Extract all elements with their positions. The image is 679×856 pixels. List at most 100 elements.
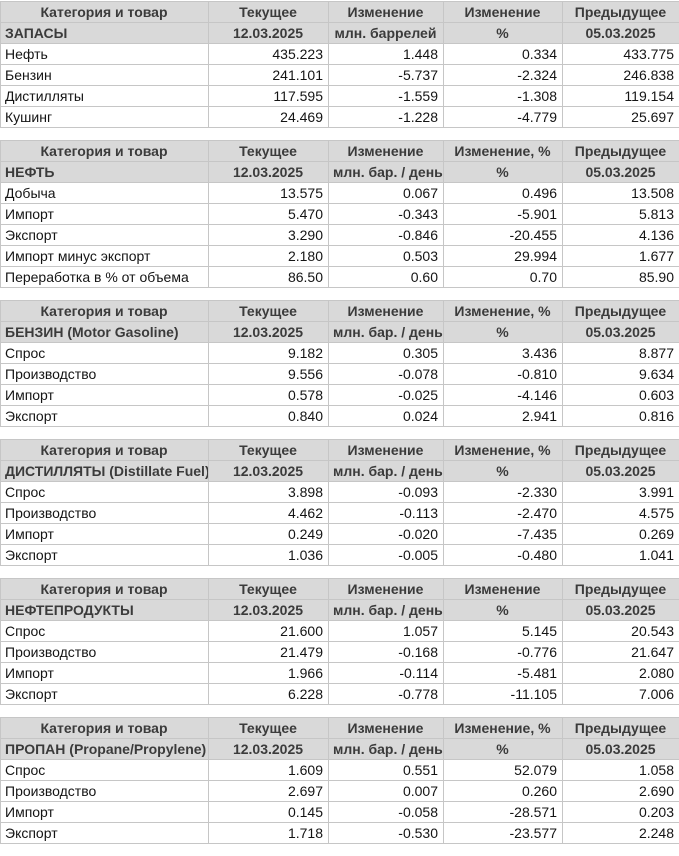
change-units-header: млн. баррелей [329, 23, 444, 44]
change-value: -0.530 [329, 823, 444, 844]
change-pct-value: -4.146 [444, 385, 563, 406]
previous-value: 21.647 [563, 642, 679, 663]
percent-symbol-header: % [444, 23, 563, 44]
previous-value: 7.006 [563, 684, 679, 705]
previous-value: 2.690 [563, 781, 679, 802]
change-value: -0.005 [329, 545, 444, 566]
change-value: -0.114 [329, 663, 444, 684]
change-pct-value: 0.334 [444, 44, 563, 65]
change-units-header: млн. бар. / день [329, 739, 444, 760]
col-header-category: Категория и товар [1, 301, 209, 322]
change-pct-value: -2.470 [444, 503, 563, 524]
previous-value: 8.877 [563, 343, 679, 364]
change-units-header: млн. бар. / день [329, 162, 444, 183]
col-header-change: Изменение [329, 141, 444, 162]
current-value: 9.182 [209, 343, 329, 364]
current-value: 24.469 [209, 107, 329, 128]
col-header-change-pct: Изменение [444, 2, 563, 23]
previous-value: 13.508 [563, 183, 679, 204]
current-value: 3.290 [209, 225, 329, 246]
col-header-category: Категория и товар [1, 141, 209, 162]
previous-value: 1.677 [563, 246, 679, 267]
previous-value: 85.90 [563, 267, 679, 288]
previous-value: 3.991 [563, 482, 679, 503]
row-label: Производство [1, 781, 209, 802]
change-value: 0.305 [329, 343, 444, 364]
change-value: -0.058 [329, 802, 444, 823]
change-value: 0.024 [329, 406, 444, 427]
row-label: Импорт [1, 385, 209, 406]
change-value: -0.078 [329, 364, 444, 385]
col-header-change: Изменение [329, 579, 444, 600]
change-value: -0.846 [329, 225, 444, 246]
current-date-header: 12.03.2025 [209, 600, 329, 621]
current-value: 2.180 [209, 246, 329, 267]
percent-symbol-header: % [444, 162, 563, 183]
col-header-previous: Предыдущее [563, 2, 679, 23]
row-label: Импорт [1, 663, 209, 684]
current-value: 13.575 [209, 183, 329, 204]
previous-value: 0.203 [563, 802, 679, 823]
change-value: 0.551 [329, 760, 444, 781]
table-title: НЕФТЕПРОДУКТЫ [1, 600, 209, 621]
change-pct-value: -1.308 [444, 86, 563, 107]
row-label: Производство [1, 503, 209, 524]
col-header-change: Изменение [329, 2, 444, 23]
change-pct-value: 52.079 [444, 760, 563, 781]
change-pct-value: -4.779 [444, 107, 563, 128]
col-header-change-pct: Изменение [444, 579, 563, 600]
col-header-current: Текущее [209, 141, 329, 162]
change-value: -0.778 [329, 684, 444, 705]
col-header-previous: Предыдущее [563, 141, 679, 162]
col-header-current: Текущее [209, 440, 329, 461]
col-header-change-pct: Изменение, % [444, 141, 563, 162]
change-value: -0.113 [329, 503, 444, 524]
previous-value: 0.816 [563, 406, 679, 427]
percent-symbol-header: % [444, 461, 563, 482]
current-value: 435.223 [209, 44, 329, 65]
col-header-previous: Предыдущее [563, 718, 679, 739]
row-label: Экспорт [1, 406, 209, 427]
previous-value: 20.543 [563, 621, 679, 642]
current-value: 1.966 [209, 663, 329, 684]
current-value: 9.556 [209, 364, 329, 385]
col-header-change-pct: Изменение, % [444, 301, 563, 322]
current-value: 117.595 [209, 86, 329, 107]
col-header-previous: Предыдущее [563, 301, 679, 322]
change-pct-value: -20.455 [444, 225, 563, 246]
change-pct-value: 2.941 [444, 406, 563, 427]
change-value: -0.093 [329, 482, 444, 503]
current-value: 3.898 [209, 482, 329, 503]
row-label: Импорт [1, 802, 209, 823]
change-value: 0.60 [329, 267, 444, 288]
change-pct-value: -0.776 [444, 642, 563, 663]
change-pct-value: 0.260 [444, 781, 563, 802]
row-label: Импорт [1, 204, 209, 225]
table-title: ПРОПАН (Propane/Propylene) [1, 739, 209, 760]
col-header-category: Категория и товар [1, 579, 209, 600]
current-value: 1.036 [209, 545, 329, 566]
row-label: Экспорт [1, 823, 209, 844]
